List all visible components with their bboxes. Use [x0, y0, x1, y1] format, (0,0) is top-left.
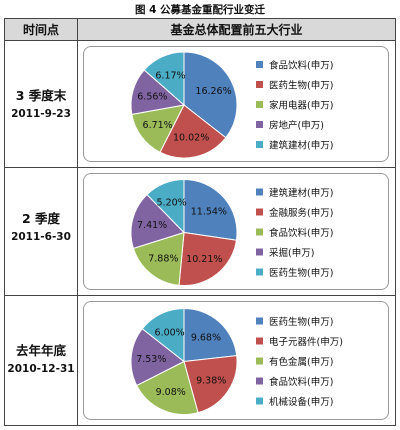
slice-value-label: 16.26%: [195, 86, 231, 97]
row-divider: [5, 167, 395, 168]
figure-title: 图 4 公募基金重配行业变迁: [134, 4, 266, 16]
row-period: 去年年底: [15, 343, 66, 358]
legend-swatch: [256, 101, 263, 108]
pie-slice: [183, 355, 238, 414]
row-period: 3 季度末: [15, 88, 67, 103]
legend-entry: 食品饮料(申万): [269, 376, 333, 388]
legend-swatch: [256, 81, 263, 88]
pie-slice: [136, 360, 199, 415]
legend-entry: 食品饮料(申万): [269, 60, 333, 72]
slice-value-label: 7.88%: [148, 254, 178, 265]
legend-entry: 金融服务(申万): [269, 207, 333, 219]
legend-swatch: [256, 317, 263, 325]
slice-value-label: 6.17%: [155, 71, 185, 82]
legend-swatch: [256, 121, 263, 128]
legend-swatch: [256, 268, 263, 276]
figure-table: 时间点 基金总体配置前五大行业 3 季度末 2011-9-23 16.26% 10…: [4, 18, 396, 426]
slice-value-label: 6.56%: [137, 92, 167, 103]
legend-entry: 机械设备(申万): [269, 396, 333, 408]
row-date: 2011-9-23: [11, 108, 71, 120]
legend-swatch: [256, 208, 263, 216]
slice-value-label: 5.20%: [157, 198, 187, 209]
legend-swatch: [256, 228, 263, 236]
legend-entry: 建筑建材(申万): [269, 140, 333, 152]
pie-slice: [183, 307, 238, 363]
row-label-q2: 2 季度 2011-6-30: [5, 168, 78, 295]
row-chart-q2: 11.54% 10.21% 7.88% 7.41% 5.20% 建筑建材(申万) 金融服务(…: [78, 168, 395, 295]
slice-value-label: 7.41%: [137, 220, 167, 231]
row-chart-q3: 16.26% 10.02% 6.71% 6.56% 6.17% 食品饮料(申万) 医药生物(…: [78, 41, 395, 167]
legend-swatch: [256, 377, 263, 385]
legend-entry: 电子元器件(申万): [269, 336, 343, 348]
legend-swatch: [256, 61, 263, 68]
row-chart-year-end: 9.68% 9.38% 9.08% 7.53% 6.00% 医药生物(申万) 电子元器件(申…: [78, 296, 395, 425]
row-date: 2010-12-31: [7, 363, 75, 375]
legend-entry: 食品饮料(申万): [269, 227, 333, 239]
legend-entry: 建筑建材(申万): [269, 187, 333, 199]
pie-slice: [159, 104, 227, 159]
pie-slice: [130, 193, 185, 250]
row-label-year-end: 去年年底 2010-12-31: [5, 296, 78, 425]
pie-slice: [146, 178, 185, 234]
row-divider: [5, 295, 395, 296]
slice-value-label: 6.00%: [155, 327, 185, 338]
slice-value-label: 6.71%: [143, 120, 173, 131]
slice-value-label: 10.21%: [186, 254, 222, 265]
pie-slice: [141, 307, 185, 363]
row-date: 2011-6-30: [11, 231, 71, 243]
legend-swatch: [256, 337, 263, 345]
legend-entry: 有色金属(申万): [269, 356, 333, 368]
legend-entry: 医药生物(申万): [269, 316, 333, 328]
legend-entry: 医药生物(申万): [269, 267, 333, 279]
legend-swatch: [256, 188, 263, 196]
pie-slice: [183, 51, 238, 139]
header-top5-industries: 基金总体配置前五大行业: [78, 19, 395, 41]
slice-value-label: 7.53%: [136, 354, 166, 365]
pie-slice: [143, 51, 185, 107]
pie-chart-year-end-svg: 9.68% 9.38% 9.08% 7.53% 6.00% 医药生物(申万) 电子元器件(申…: [130, 307, 343, 415]
slice-value-label: 10.02%: [173, 133, 209, 144]
pie-chart-q3-svg: 16.26% 10.02%6.71% 6.56% 6.17% 食品饮料(申万) 医药生物(…: [130, 51, 333, 159]
pie-chart-q2: 11.54% 10.21% 7.88% 7.41% 5.20% 建筑建材(申万) 金融服务(…: [83, 173, 389, 290]
slice-value-label: 9.08%: [156, 387, 186, 398]
legend-swatch: [256, 397, 263, 405]
legend-swatch: [256, 357, 263, 365]
slice-value-label: 9.68%: [191, 333, 221, 344]
pie-chart-year-end: 9.68% 9.38% 9.08% 7.53% 6.00% 医药生物(申万) 电子元器件(申…: [83, 301, 389, 420]
header-time-point: 时间点: [5, 19, 78, 41]
legend-swatch: [256, 248, 263, 256]
pie-slice: [183, 178, 238, 241]
legend-entry: 房地产(申万): [269, 120, 324, 132]
slice-value-label: 11.54%: [191, 207, 227, 218]
pie-slice: [132, 231, 185, 286]
legend-entry: 医药生物(申万): [269, 80, 333, 92]
row-label-q3: 3 季度末 2011-9-23: [5, 41, 78, 167]
legend-swatch: [256, 141, 263, 148]
pie-chart-q3: 16.26% 10.02% 6.71% 6.56% 6.17% 食品饮料(申万) 医药生物(…: [83, 46, 389, 162]
pie-slice: [131, 104, 185, 153]
pie-slice: [130, 328, 185, 387]
row-period: 2 季度: [21, 211, 61, 226]
slice-value-label: 9.38%: [196, 375, 226, 386]
pie-slice: [178, 231, 238, 286]
legend-entry: 采掘(申万): [269, 247, 314, 259]
legend-entry: 家用电器(申万): [269, 100, 333, 112]
pie-chart-q2-svg: 11.54% 10.21% 7.88% 7.41% 5.20% 建筑建材(申万) 金融服务(…: [130, 178, 333, 286]
